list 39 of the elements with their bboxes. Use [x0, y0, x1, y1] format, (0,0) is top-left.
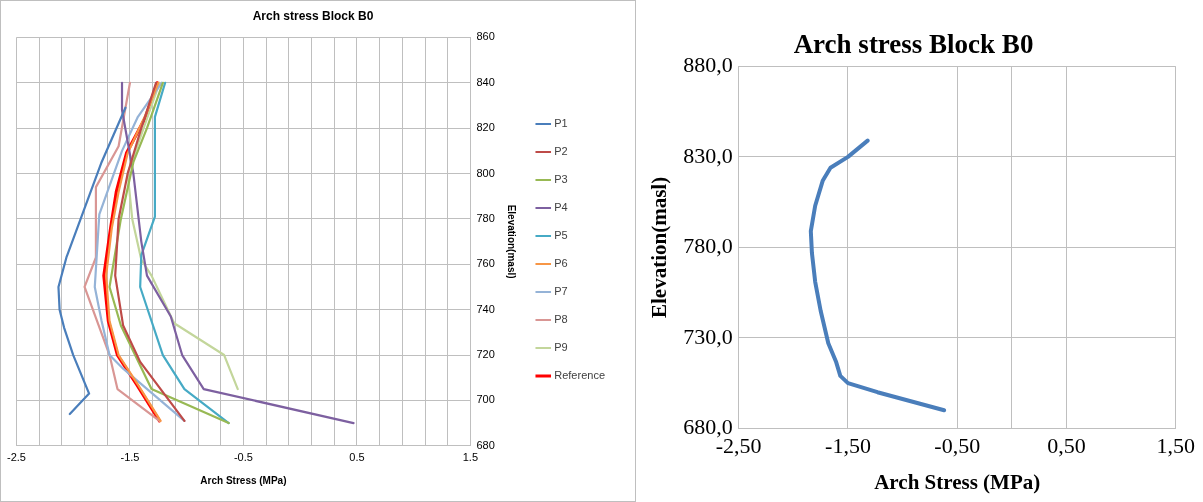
x-tick-label: 1.5: [462, 451, 479, 464]
x-tick-label: -0,50: [934, 433, 981, 459]
x-axis-title: Arch Stress (MPa): [874, 469, 1041, 494]
chart-title: Arch stress Block B0: [793, 29, 1034, 60]
legend-label: P7: [554, 285, 568, 298]
legend-label: P6: [554, 257, 568, 270]
x-axis-title: Arch Stress (MPa): [200, 474, 287, 486]
x-tick-label: -2.5: [6, 451, 26, 464]
legend-label: Reference: [554, 369, 606, 382]
legend-label: P9: [554, 341, 568, 354]
y2-tick-label: 720: [476, 348, 495, 361]
y2-tick-label: 680: [476, 438, 495, 451]
y-tick-label: 780,0: [683, 233, 733, 259]
y-tick-label: 830,0: [683, 142, 733, 168]
y2-tick-label: 800: [476, 166, 495, 179]
legend-label: P5: [554, 229, 568, 242]
y-tick-label: 880,0: [683, 52, 733, 78]
legend-label: P2: [554, 145, 568, 158]
y2-tick-label: 740: [476, 302, 495, 315]
y2-tick-label: 820: [476, 121, 495, 134]
x-tick-label: -1,50: [825, 433, 871, 459]
y2-tick-label: 860: [476, 30, 495, 43]
x-tick-label: -1.5: [120, 451, 140, 464]
y2-axis-title: Elevation(masl): [506, 204, 517, 279]
legend-label: P8: [554, 313, 568, 326]
x-tick-label: 0.5: [349, 451, 365, 464]
y2-tick-label: 700: [476, 393, 495, 406]
x-tick-label: 1,50: [1156, 433, 1195, 459]
legend-label: P4: [554, 201, 568, 214]
y2-tick-label: 840: [476, 75, 495, 88]
x-tick-label: -0.5: [233, 451, 253, 464]
legend-label: P3: [554, 173, 568, 186]
y2-tick-label: 760: [476, 257, 495, 270]
y2-tick-label: 780: [476, 211, 495, 224]
chart-title: Arch stress Block B0: [252, 8, 374, 23]
y-axis-title: Elevation(masl): [647, 176, 672, 318]
legend-label: P1: [554, 117, 568, 130]
y-tick-label: 730,0: [683, 323, 733, 349]
x-tick-label: 0,50: [1047, 433, 1086, 459]
